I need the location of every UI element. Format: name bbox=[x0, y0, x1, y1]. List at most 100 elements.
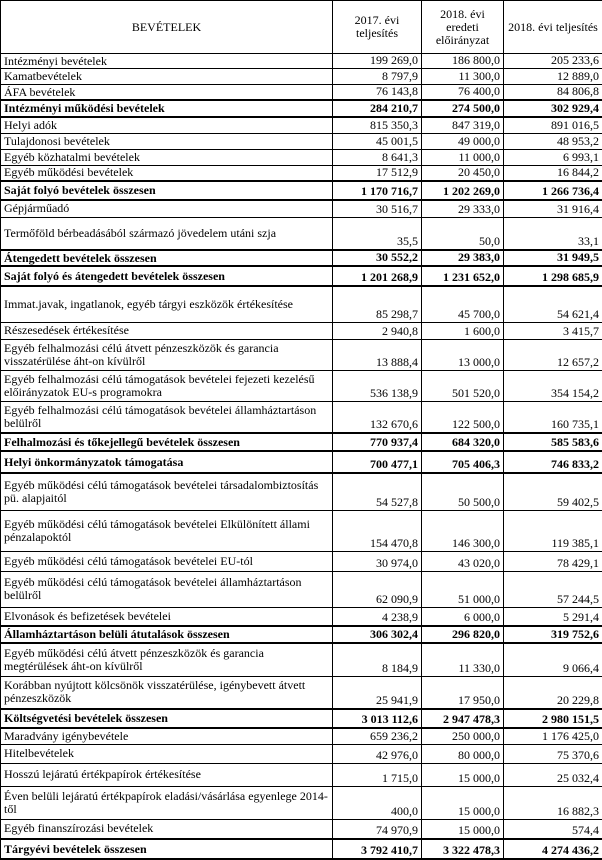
row-label: Saját folyó bevételek összesen bbox=[1, 181, 333, 200]
row-label: Egyéb működési bevételek bbox=[1, 165, 333, 181]
cell-value: 50,0 bbox=[422, 217, 504, 250]
cell-value: 11 300,0 bbox=[422, 69, 504, 85]
table-row: Egyéb működési célú támogatások bevétele… bbox=[1, 551, 602, 571]
cell-value: 746 833,2 bbox=[504, 451, 602, 473]
cell-value: 59 402,5 bbox=[504, 473, 602, 510]
cell-value: 3 322 478,3 bbox=[422, 839, 504, 859]
cell-value: 11 000,0 bbox=[422, 149, 504, 165]
cell-value: 13 888,4 bbox=[333, 339, 422, 370]
cell-value: 574,4 bbox=[504, 819, 602, 839]
cell-value: 33,1 bbox=[504, 217, 602, 250]
cell-value: 705 406,3 bbox=[422, 451, 504, 473]
row-label: Egyéb közhatalmi bevételek bbox=[1, 149, 333, 165]
column-header: 2017. évi teljesítés bbox=[333, 1, 422, 54]
row-label: Gépjárműadó bbox=[1, 200, 333, 217]
row-label: Egyéb működési célú támogatások bevétele… bbox=[1, 473, 333, 510]
cell-value: 1 266 736,4 bbox=[504, 181, 602, 200]
cell-value: 16 844,2 bbox=[504, 165, 602, 181]
cell-value: 302 929,4 bbox=[504, 100, 602, 117]
cell-value: 25 941,9 bbox=[333, 676, 422, 709]
row-label: Államháztartáson belüli átutalások össze… bbox=[1, 626, 333, 643]
cell-value: 815 350,3 bbox=[333, 117, 422, 133]
row-label: Egyéb felhalmozási célú támogatások bevé… bbox=[1, 370, 333, 401]
cell-value: 4 274 436,2 bbox=[504, 839, 602, 859]
cell-value: 684 320,0 bbox=[422, 433, 504, 451]
cell-value: 57 244,5 bbox=[504, 571, 602, 607]
cell-value: 15 000,0 bbox=[422, 819, 504, 839]
cell-value: 16 882,3 bbox=[504, 786, 602, 819]
row-label: Intézményi működési bevételek bbox=[1, 100, 333, 117]
cell-value: 31 949,5 bbox=[504, 250, 602, 266]
row-label: Helyi önkormányzatok támogatása bbox=[1, 451, 333, 473]
row-label: Kamatbevételek bbox=[1, 69, 333, 85]
cell-value: 1 298 685,9 bbox=[504, 266, 602, 286]
cell-value: 770 937,4 bbox=[333, 433, 422, 451]
row-label: Átengedett bevételek összesen bbox=[1, 250, 333, 266]
cell-value: 119 385,1 bbox=[504, 510, 602, 551]
cell-value: 43 020,0 bbox=[422, 551, 504, 571]
cell-value: 35,5 bbox=[333, 217, 422, 250]
cell-value: 354 154,2 bbox=[504, 370, 602, 401]
row-label: Helyi adók bbox=[1, 117, 333, 133]
cell-value: 1 176 425,0 bbox=[504, 728, 602, 744]
cell-value: 76 143,8 bbox=[333, 85, 422, 101]
row-label: Tárgyévi bevételek összesen bbox=[1, 839, 333, 859]
cell-value: 12 657,2 bbox=[504, 339, 602, 370]
table-row: Éven belüli lejáratú értékpapírok eladás… bbox=[1, 786, 602, 819]
row-label: Termőföld bérbeadásából származó jövedel… bbox=[1, 217, 333, 250]
cell-value: 48 953,2 bbox=[504, 133, 602, 149]
row-label: Maradvány igénybevétele bbox=[1, 728, 333, 744]
cell-value: 12 889,0 bbox=[504, 69, 602, 85]
row-label: Egyéb működési célú támogatások bevétele… bbox=[1, 510, 333, 551]
cell-value: 2 940,8 bbox=[333, 322, 422, 339]
row-label: Intézményi bevételek bbox=[1, 54, 333, 69]
cell-value: 186 800,0 bbox=[422, 54, 504, 69]
cell-value: 8 184,9 bbox=[333, 643, 422, 676]
row-label: Egyéb működési célú támogatások bevétele… bbox=[1, 571, 333, 607]
cell-value: 15 000,0 bbox=[422, 786, 504, 819]
cell-value: 250 000,0 bbox=[422, 728, 504, 744]
table-row: Immat.javak, ingatlanok, egyéb tárgyi es… bbox=[1, 286, 602, 322]
cell-value: 30 974,0 bbox=[333, 551, 422, 571]
table-row: Egyéb működési célú támogatások bevétele… bbox=[1, 510, 602, 551]
cell-value: 20 229,8 bbox=[504, 676, 602, 709]
cell-value: 11 330,0 bbox=[422, 643, 504, 676]
table-row: Államháztartáson belüli átutalások össze… bbox=[1, 626, 602, 643]
cell-value: 49 000,0 bbox=[422, 133, 504, 149]
cell-value: 146 300,0 bbox=[422, 510, 504, 551]
cell-value: 319 752,6 bbox=[504, 626, 602, 643]
cell-value: 54 621,4 bbox=[504, 286, 602, 322]
row-label: Tulajdonosi bevételek bbox=[1, 133, 333, 149]
row-label: Egyéb működési célú támogatások bevétele… bbox=[1, 551, 333, 571]
cell-value: 199 269,0 bbox=[333, 54, 422, 69]
cell-value: 76 400,0 bbox=[422, 85, 504, 101]
cell-value: 3 013 112,6 bbox=[333, 709, 422, 728]
row-label: Korábban nyújtott kölcsönök visszatérülé… bbox=[1, 676, 333, 709]
cell-value: 74 970,9 bbox=[333, 819, 422, 839]
cell-value: 42 976,0 bbox=[333, 744, 422, 763]
cell-value: 1 600,0 bbox=[422, 322, 504, 339]
cell-value: 80 000,0 bbox=[422, 744, 504, 763]
cell-value: 400,0 bbox=[333, 786, 422, 819]
row-label: Felhalmozási és tőkejellegű bevételek ös… bbox=[1, 433, 333, 451]
row-label: Egyéb felhalmozási célú átvett pénzeszkö… bbox=[1, 339, 333, 370]
cell-value: 29 333,0 bbox=[422, 200, 504, 217]
cell-value: 536 138,9 bbox=[333, 370, 422, 401]
table-row: Saját folyó és átengedett bevételek össz… bbox=[1, 266, 602, 286]
table-row: Termőföld bérbeadásából származó jövedel… bbox=[1, 217, 602, 250]
row-label: Egyéb működési célú átvett pénzeszközök … bbox=[1, 643, 333, 676]
